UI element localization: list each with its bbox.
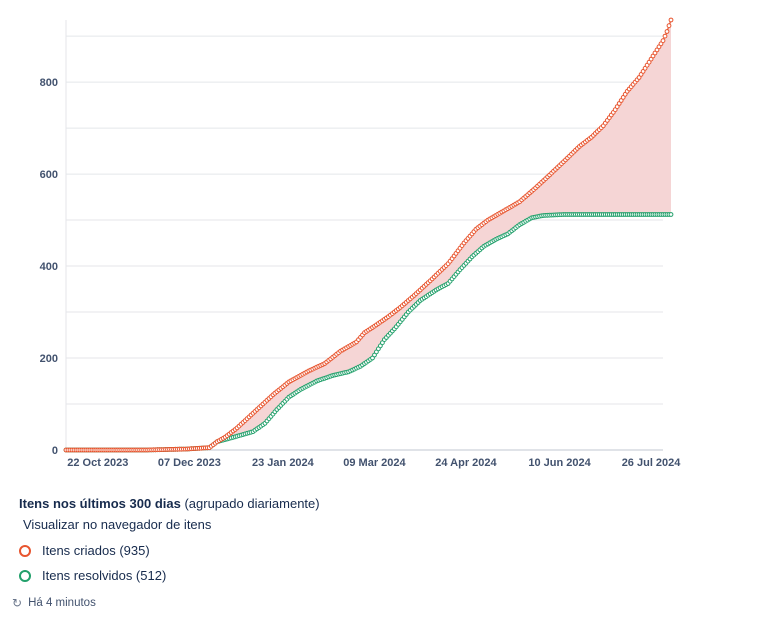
x-tick-label: 23 Jan 2024 bbox=[252, 457, 315, 469]
created-resolved-area bbox=[66, 20, 671, 450]
created-line bbox=[66, 19, 672, 451]
y-tick-label: 400 bbox=[40, 261, 58, 273]
chart-grid bbox=[65, 20, 663, 451]
x-tick-label: 22 Oct 2023 bbox=[67, 457, 128, 469]
created-vs-resolved-chart: 0 200 400 600 800 22 Oct 2023 07 Dec 2023 23 J… bbox=[40, 17, 681, 469]
refresh-icon[interactable]: ↻ bbox=[12, 596, 23, 610]
x-tick-label: 10 Jun 2024 bbox=[528, 457, 591, 469]
y-axis-labels: 0 200 400 600 800 bbox=[40, 77, 58, 457]
last-updated: ↻ Há 4 minutos bbox=[12, 596, 96, 610]
legend-item-resolved-label: Itens resolvidos (512) bbox=[42, 568, 167, 583]
x-axis-labels: 22 Oct 2023 07 Dec 2023 23 Jan 2024 09 Mar … bbox=[67, 457, 681, 469]
created-point[interactable] bbox=[668, 17, 674, 23]
legend-title: Itens nos últimos 300 dias (agrupado dia… bbox=[19, 496, 320, 511]
x-tick-label: 07 Dec 2023 bbox=[158, 457, 221, 469]
view-in-issue-navigator-link[interactable]: Visualizar no navegador de itens bbox=[23, 517, 212, 532]
created-point[interactable] bbox=[664, 29, 670, 34]
y-tick-label: 200 bbox=[40, 353, 58, 365]
x-tick-label: 09 Mar 2024 bbox=[343, 457, 406, 469]
created-marker-icon bbox=[19, 544, 31, 557]
x-tick-label: 24 Apr 2024 bbox=[435, 457, 497, 469]
legend-item-created-label: Itens criados (935) bbox=[42, 543, 150, 558]
legend-item-resolved[interactable]: Itens resolvidos (512) bbox=[19, 568, 320, 583]
legend-title-bold: Itens nos últimos 300 dias bbox=[19, 496, 181, 511]
y-tick-label: 800 bbox=[40, 77, 58, 89]
resolved-point[interactable] bbox=[668, 212, 674, 217]
legend-item-created[interactable]: Itens criados (935) bbox=[19, 543, 320, 558]
created-series bbox=[63, 17, 674, 453]
y-tick-label: 0 bbox=[52, 445, 58, 457]
legend-title-suffix: (agrupado diariamente) bbox=[184, 496, 320, 511]
chart-legend: Itens nos últimos 300 dias (agrupado dia… bbox=[19, 496, 320, 593]
series-lines bbox=[63, 17, 674, 453]
y-tick-label: 600 bbox=[40, 169, 58, 181]
created-point[interactable] bbox=[660, 38, 666, 44]
x-tick-label: 26 Jul 2024 bbox=[622, 457, 682, 469]
last-updated-text: Há 4 minutos bbox=[28, 597, 96, 609]
created-point[interactable] bbox=[662, 33, 668, 39]
created-point[interactable] bbox=[666, 23, 672, 29]
resolved-marker-icon bbox=[19, 569, 31, 582]
